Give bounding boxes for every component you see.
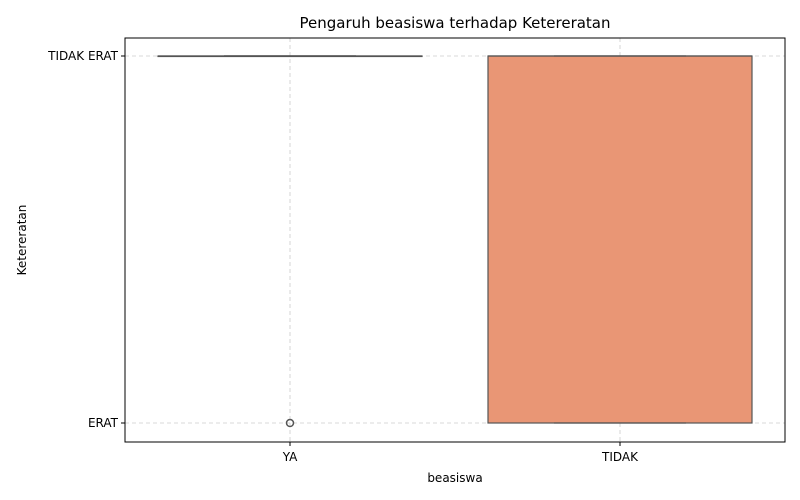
x-tick-label: TIDAK bbox=[601, 450, 639, 464]
x-tick-label: YA bbox=[282, 450, 298, 464]
outlier-point bbox=[285, 418, 295, 428]
y-axis-label: Ketereratan bbox=[15, 205, 29, 276]
chart-title: Pengaruh beasiswa terhadap Ketereratan bbox=[299, 14, 610, 32]
box-tidak bbox=[487, 55, 753, 424]
box-marks bbox=[157, 55, 753, 428]
y-tick-label: ERAT bbox=[88, 416, 119, 430]
x-axis-label: beasiswa bbox=[427, 471, 482, 485]
plot-frame bbox=[124, 37, 786, 443]
tick-labels: YA TIDAK ERAT TIDAK ERAT bbox=[47, 49, 639, 464]
y-tick-label: TIDAK ERAT bbox=[47, 49, 119, 63]
